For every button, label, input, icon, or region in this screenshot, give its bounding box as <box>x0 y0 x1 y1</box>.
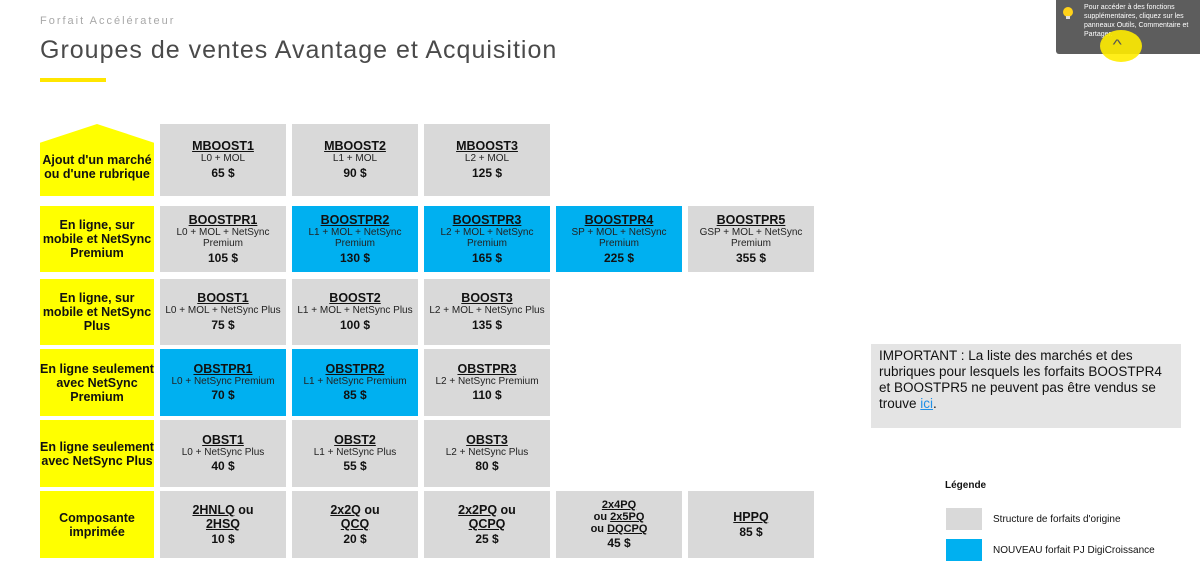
row-label-online-premium: En ligne seulement avec NetSync Premium <box>40 349 154 416</box>
chevron-up-icon[interactable]: ^ <box>1112 36 1122 52</box>
package-cell-mboost1[interactable]: MBOOST1 L0 + MOL 65 $ <box>160 124 286 196</box>
title-underline <box>40 78 106 82</box>
package-cell-boost2[interactable]: BOOST2 L1 + MOL + NetSync Plus 100 $ <box>292 279 418 345</box>
package-cell-mboost2[interactable]: MBOOST2 L1 + MOL 90 $ <box>292 124 418 196</box>
row-label-print: Composante imprimée <box>40 491 154 558</box>
legend-swatch-origin <box>946 508 982 530</box>
package-cell-mboost3[interactable]: MBOOST3 L2 + MOL 125 $ <box>424 124 550 196</box>
important-link[interactable]: ici <box>920 396 934 411</box>
package-cell-boostpr4[interactable]: BOOSTPR4 SP + MOL + NetSync Premium 225 … <box>556 206 682 272</box>
tooltip-text: Pour accéder à des fonctions supplémenta… <box>1084 4 1189 38</box>
highlight-blob <box>1100 30 1142 62</box>
package-cell-obst3[interactable]: OBST3 L2 + NetSync Plus 80 $ <box>424 420 550 487</box>
legend-label-origin: Structure de forfaits d'origine <box>993 514 1121 525</box>
package-cell-2x2q[interactable]: 2x2Q ou QCQ 20 $ <box>292 491 418 558</box>
package-cell-obst2[interactable]: OBST2 L1 + NetSync Plus 55 $ <box>292 420 418 487</box>
important-end: . <box>933 396 937 411</box>
package-cell-obstpr2[interactable]: OBSTPR2 L1 + NetSync Premium 85 $ <box>292 349 418 416</box>
page-title: Groupes de ventes Avantage et Acquisitio… <box>40 36 558 64</box>
row-label-ajout: Ajout d'un marché ou d'une rubrique <box>40 124 154 196</box>
row-label-online-mobile-plus: En ligne, sur mobile et NetSync Plus <box>40 279 154 345</box>
package-cell-2hnlq[interactable]: 2HNLQ ou 2HSQ 10 $ <box>160 491 286 558</box>
lightbulb-icon <box>1063 7 1073 19</box>
package-cell-2x4pq[interactable]: 2x4PQ ou 2x5PQ ou DQCPQ 45 $ <box>556 491 682 558</box>
row-label-online-mobile-premium: En ligne, sur mobile et NetSync Premium <box>40 206 154 272</box>
package-cell-hppq[interactable]: HPPQ 85 $ <box>688 491 814 558</box>
package-cell-boost3[interactable]: BOOST3 L2 + MOL + NetSync Plus 135 $ <box>424 279 550 345</box>
important-text: IMPORTANT : La liste des marchés et des … <box>879 348 1162 411</box>
package-cell-2x2pq[interactable]: 2x2PQ ou QCPQ 25 $ <box>424 491 550 558</box>
important-note: IMPORTANT : La liste des marchés et des … <box>871 344 1181 428</box>
row-label-online-plus: En ligne seulement avec NetSync Plus <box>40 420 154 487</box>
package-cell-boostpr3[interactable]: BOOSTPR3 L2 + MOL + NetSync Premium 165 … <box>424 206 550 272</box>
package-cell-boostpr5[interactable]: BOOSTPR5 GSP + MOL + NetSync Premium 355… <box>688 206 814 272</box>
package-cell-obst1[interactable]: OBST1 L0 + NetSync Plus 40 $ <box>160 420 286 487</box>
package-cell-boostpr2[interactable]: BOOSTPR2 L1 + MOL + NetSync Premium 130 … <box>292 206 418 272</box>
package-cell-boost1[interactable]: BOOST1 L0 + MOL + NetSync Plus 75 $ <box>160 279 286 345</box>
legend-swatch-new <box>946 539 982 561</box>
package-cell-boostpr1[interactable]: BOOSTPR1 L0 + MOL + NetSync Premium 105 … <box>160 206 286 272</box>
package-cell-obstpr3[interactable]: OBSTPR3 L2 + NetSync Premium 110 $ <box>424 349 550 416</box>
page-subtitle: Forfait Accélérateur <box>40 15 176 27</box>
package-cell-obstpr1[interactable]: OBSTPR1 L0 + NetSync Premium 70 $ <box>160 349 286 416</box>
legend-title: Légende <box>945 480 987 491</box>
legend-label-new: NOUVEAU forfait PJ DigiCroissance <box>993 545 1155 556</box>
